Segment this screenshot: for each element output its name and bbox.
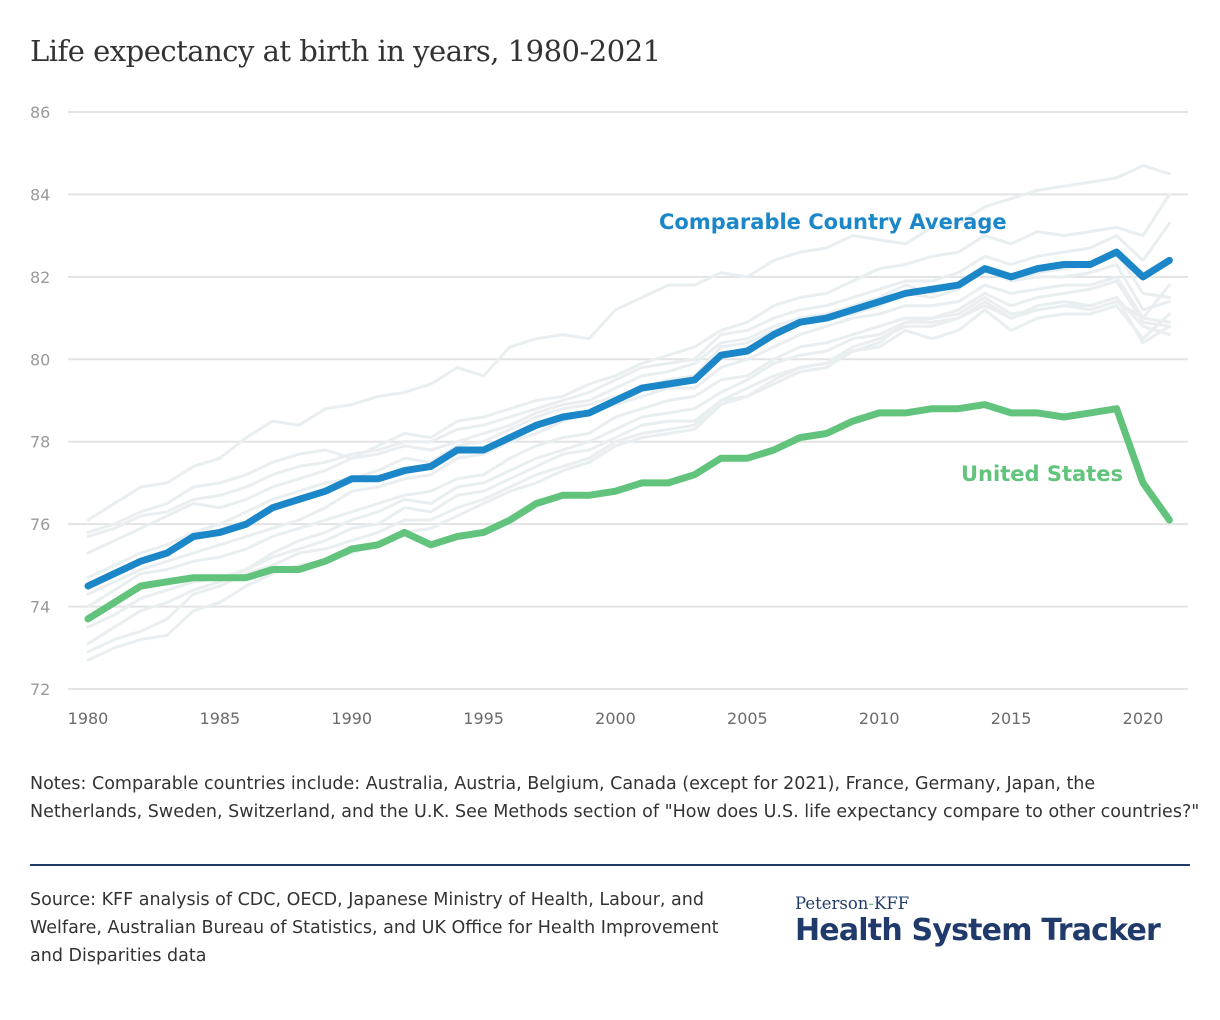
x-tick-label: 2005 [727,709,768,728]
country-line [86,296,1171,654]
average-series-label: Comparable Country Average [659,210,1007,234]
y-tick-label: 80 [30,350,50,369]
logo-kff: KFF [874,894,910,913]
us-series-label: United States [961,462,1123,486]
country-line [86,283,1171,646]
country-line [86,279,1171,609]
y-tick-label: 78 [30,433,50,452]
chart-notes: Notes: Comparable countries include: Aus… [30,774,1200,822]
y-tick-label: 74 [30,598,50,617]
x-axis-ticks: 1980 1985 1990 1995 2000 2005 2010 2015 2020 [68,709,1164,728]
logo-wordmark: Health System Tracker [795,913,1161,948]
chart-title: Life expectancy at birth in years, 1980-… [30,34,661,68]
logo-subtitle: Peterson-KFF [795,894,1160,913]
footer-divider [30,864,1190,866]
country-line [86,250,1171,555]
x-tick-label: 2015 [991,709,1032,728]
x-tick-label: 1990 [331,709,372,728]
country-line [86,192,1171,534]
comparable-country-lines [86,164,1171,662]
brand-logo: Peterson-KFF Health System Tracker [795,894,1161,948]
country-line [86,164,1171,522]
country-line [86,296,1171,629]
us-line [84,401,1173,623]
y-tick-label: 82 [30,268,50,287]
x-tick-label: 2010 [859,709,900,728]
y-tick-label: 84 [30,185,50,204]
country-line [86,275,1171,596]
y-tick-label: 72 [30,680,50,699]
x-tick-label: 1985 [200,709,241,728]
x-tick-label: 2000 [595,709,636,728]
y-tick-label: 76 [30,515,50,534]
country-line [86,221,1171,538]
chart-source: Source: KFF analysis of CDC, OECD, Japan… [30,890,719,966]
x-tick-label: 1995 [463,709,504,728]
line-chart: 72 74 76 78 80 82 84 86 1980 1985 1990 1995 2000 200… [30,103,1188,728]
x-tick-label: 2020 [1123,709,1164,728]
x-tick-label: 1980 [68,709,109,728]
logo-hyphen: - [868,894,875,913]
highlight-lines [84,248,1173,623]
average-line [84,248,1173,590]
gridlines [68,111,1188,690]
y-tick-label: 86 [30,103,50,122]
y-axis-ticks: 72 74 76 78 80 82 84 86 [30,103,50,699]
country-line [86,304,1171,662]
logo-peterson: Peterson [795,894,869,913]
